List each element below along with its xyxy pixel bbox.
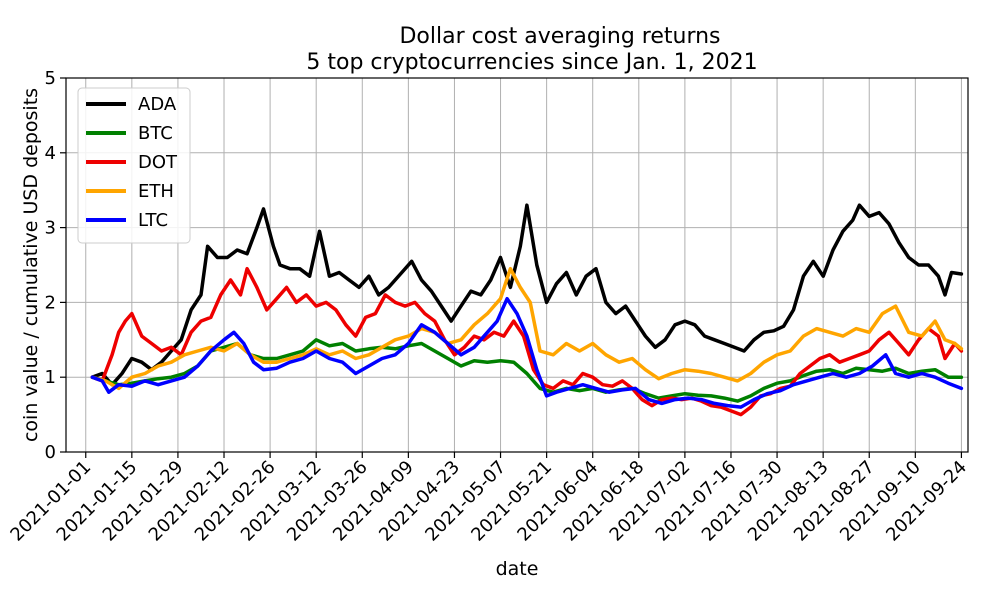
legend-label-ada: ADA [138,94,177,115]
series-layer [90,203,964,417]
legend-label-ltc: LTC [138,210,168,231]
series-line-eth [90,266,964,391]
y-tick-label: 1 [45,367,56,388]
y-tick-label: 2 [45,292,56,313]
chart-title-line-1: Dollar cost averaging returns [399,24,720,49]
legend-box [77,87,191,244]
legend-label-eth: ETH [138,181,174,202]
x-axis-label: date [496,558,539,580]
legend-label-btc: BTC [138,123,173,144]
series-line-ltc [90,296,964,409]
legend-label-dot: DOT [138,152,178,173]
legend: ADA BTC DOT ETH LTC [77,87,191,244]
y-tick-label: 3 [45,218,56,239]
y-tick-label: 0 [45,442,56,463]
y-tick-label: 4 [45,143,56,164]
plot-frame [65,77,969,453]
y-axis-label: coin value / cumulative USD deposits [20,88,42,442]
series-line-ada [90,203,964,387]
chart-title-line-2: 5 top cryptocurrencies since Jan. 1, 202… [306,50,757,75]
y-tick-label: 5 [45,68,56,89]
series-line-dot [90,266,964,417]
